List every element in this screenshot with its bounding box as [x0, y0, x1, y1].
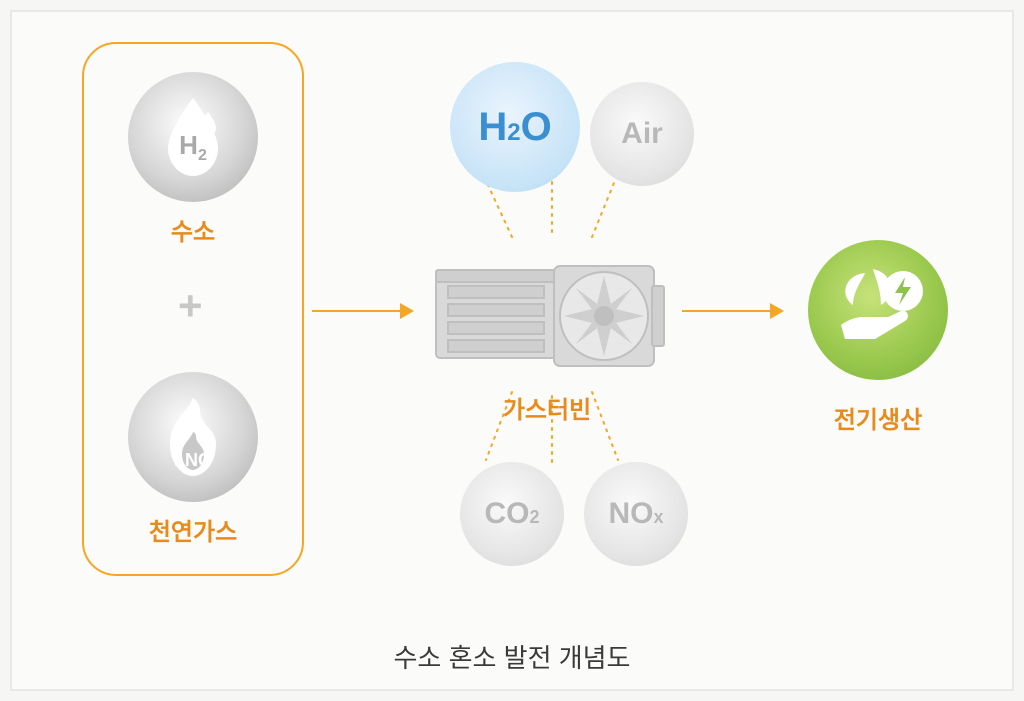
- plus-icon: +: [178, 282, 203, 330]
- gas-turbine-icon: [426, 240, 672, 380]
- co2-text: CO2: [484, 497, 539, 531]
- diagram-frame: H2 수소 + LNG 천연가스: [10, 10, 1014, 691]
- lng-label: 천연가스: [128, 512, 258, 547]
- nox-main: NO: [608, 497, 653, 530]
- diagram-title: 수소 혼소 발전 개념도: [12, 638, 1012, 675]
- flame-icon: LNG: [148, 392, 238, 482]
- nox-text: NOx: [608, 497, 663, 531]
- water-drop-icon: H2: [148, 92, 238, 182]
- nox-badge: NOx: [584, 462, 688, 566]
- co2-badge: CO2: [460, 462, 564, 566]
- green-energy-icon: [823, 255, 933, 365]
- turbine-label: 가스터빈: [442, 390, 652, 425]
- co2-sub: 2: [529, 507, 539, 527]
- h2o-tail: O: [521, 105, 552, 149]
- co2-main: CO: [484, 497, 529, 530]
- hydrogen-label: 수소: [128, 212, 258, 247]
- air-text: Air: [621, 117, 663, 151]
- electricity-badge: [808, 240, 948, 380]
- h2o-text: H2O: [478, 105, 551, 150]
- air-badge: Air: [590, 82, 694, 186]
- nox-sub: x: [653, 507, 663, 527]
- output-label: 전기생산: [808, 400, 948, 435]
- h2o-badge: H2O: [450, 62, 580, 192]
- h2o-sub: 2: [507, 119, 520, 146]
- svg-text:LNG: LNG: [174, 450, 212, 470]
- h2o-main: H: [478, 105, 507, 149]
- hydrogen-badge: H2: [128, 72, 258, 202]
- lng-badge: LNG: [128, 372, 258, 502]
